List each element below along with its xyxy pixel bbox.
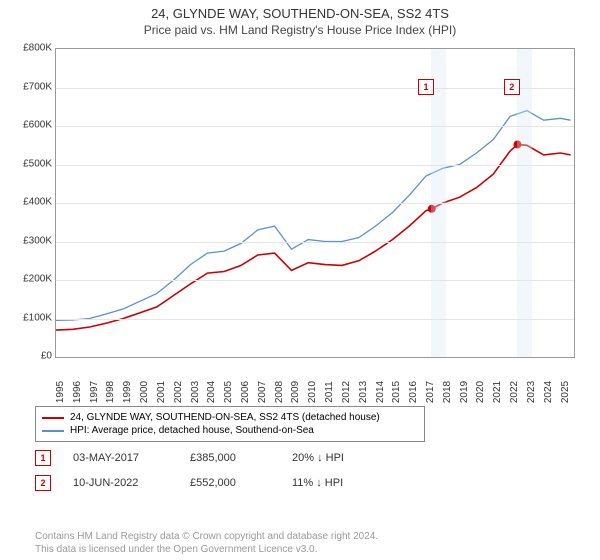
- xtick-label: 2018: [442, 381, 453, 403]
- xtick-label: 2007: [257, 381, 268, 403]
- xtick-label: 1997: [89, 381, 100, 403]
- xtick-label: 2020: [475, 381, 486, 403]
- xtick-label: 2005: [223, 381, 234, 403]
- xtick-label: 1995: [55, 381, 66, 403]
- gridline: [56, 165, 574, 166]
- xtick-label: 2011: [324, 381, 335, 403]
- legend-swatch: [42, 417, 64, 419]
- xtick-label: 2006: [240, 381, 251, 403]
- xtick-label: 2000: [139, 381, 150, 403]
- xtick-label: 2003: [190, 381, 201, 403]
- gridline: [56, 319, 574, 320]
- ytick-label: £0: [7, 351, 52, 362]
- legend-item: 24, GLYNDE WAY, SOUTHEND-ON-SEA, SS2 4TS…: [42, 411, 418, 424]
- ytick-label: £500K: [7, 158, 52, 169]
- ytick-label: £700K: [7, 81, 52, 92]
- xtick-label: 2002: [173, 381, 184, 403]
- plot-marker: 1: [418, 79, 434, 95]
- xtick-label: 2010: [307, 381, 318, 403]
- xtick-label: 1998: [105, 381, 116, 403]
- sale-delta: 20% ↓ HPI: [292, 452, 344, 464]
- ytick-label: £100K: [7, 312, 52, 323]
- sale-date: 10-JUN-2022: [73, 477, 168, 489]
- xtick-label: 2019: [459, 381, 470, 403]
- series-line-hpi: [56, 111, 571, 321]
- xtick-label: 2025: [560, 381, 571, 403]
- footer: Contains HM Land Registry data © Crown c…: [35, 530, 378, 556]
- sale-price: £552,000: [190, 477, 270, 489]
- xtick-label: 2024: [543, 381, 554, 403]
- chart-container: 24, GLYNDE WAY, SOUTHEND-ON-SEA, SS2 4TS…: [0, 0, 600, 560]
- xtick-label: 2009: [290, 381, 301, 403]
- sale-row: 1 03-MAY-2017 £385,000 20% ↓ HPI: [35, 450, 575, 466]
- gridline: [56, 88, 574, 89]
- legend: 24, GLYNDE WAY, SOUTHEND-ON-SEA, SS2 4TS…: [35, 406, 425, 442]
- legend-swatch: [42, 430, 64, 432]
- legend-label: HPI: Average price, detached house, Sout…: [70, 425, 314, 436]
- ytick-label: £600K: [7, 120, 52, 131]
- xtick-label: 2014: [375, 381, 386, 403]
- xtick-label: 1996: [72, 381, 83, 403]
- footer-line: This data is licensed under the Open Gov…: [35, 543, 378, 556]
- ytick-label: £800K: [7, 43, 52, 54]
- sale-marker-icon: 2: [35, 475, 51, 491]
- chart-subtitle: Price paid vs. HM Land Registry's House …: [0, 21, 600, 37]
- xtick-label: 2016: [408, 381, 419, 403]
- ytick-label: £300K: [7, 235, 52, 246]
- legend-item: HPI: Average price, detached house, Sout…: [42, 424, 418, 437]
- ytick-label: £400K: [7, 197, 52, 208]
- xtick-label: 2001: [156, 381, 167, 403]
- xtick-label: 2023: [526, 381, 537, 403]
- xtick-label: 2017: [425, 381, 436, 403]
- xtick-label: 2012: [341, 381, 352, 403]
- xtick-label: 2013: [358, 381, 369, 403]
- sale-date: 03-MAY-2017: [73, 452, 168, 464]
- sale-row: 2 10-JUN-2022 £552,000 11% ↓ HPI: [35, 475, 575, 491]
- xtick-label: 1999: [122, 381, 133, 403]
- gridline: [56, 280, 574, 281]
- sale-price: £385,000: [190, 452, 270, 464]
- sale-marker-icon: 1: [35, 450, 51, 466]
- gridline: [56, 126, 574, 127]
- chart-title: 24, GLYNDE WAY, SOUTHEND-ON-SEA, SS2 4TS: [0, 0, 600, 21]
- gridline: [56, 242, 574, 243]
- xtick-label: 2015: [391, 381, 402, 403]
- footer-line: Contains HM Land Registry data © Crown c…: [35, 530, 378, 543]
- legend-label: 24, GLYNDE WAY, SOUTHEND-ON-SEA, SS2 4TS…: [70, 412, 380, 423]
- series-line-property: [56, 145, 571, 331]
- plot-marker: 2: [504, 79, 520, 95]
- gridline: [56, 203, 574, 204]
- ytick-label: £200K: [7, 274, 52, 285]
- xtick-label: 2004: [206, 381, 217, 403]
- sale-delta: 11% ↓ HPI: [292, 477, 343, 489]
- xtick-label: 2022: [509, 381, 520, 403]
- xtick-label: 2021: [492, 381, 503, 403]
- plot-area: 12: [55, 48, 575, 358]
- xtick-label: 2008: [274, 381, 285, 403]
